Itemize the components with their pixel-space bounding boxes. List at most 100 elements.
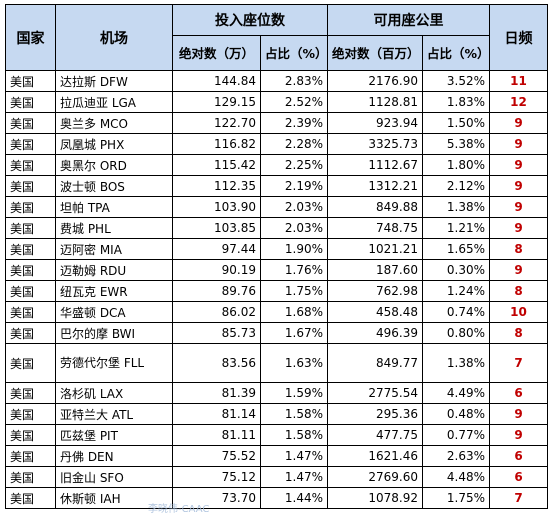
cell-seats: 112.35: [172, 175, 261, 197]
watermark: 李晓伟-CAAC: [148, 504, 210, 515]
airport-table: 国家 机场 投入座位数 可用座公里 日频 绝对数（万） 占比（%） 绝对数（百万…: [5, 4, 548, 509]
cell-km: 849.88: [327, 196, 423, 218]
cell-km: 1112.67: [327, 154, 423, 176]
cell-country: 美国: [5, 217, 56, 239]
cell-seats-share: 2.83%: [260, 70, 328, 92]
cell-airport: 巴尔的摩 BWI: [55, 322, 173, 344]
cell-frequency: 9: [489, 424, 548, 446]
header-row-top: 国家 机场 投入座位数 可用座公里 日频: [5, 4, 548, 71]
table-row: 美国 休斯顿 IAH 73.70 1.44% 1078.92 1.75% 7: [5, 487, 548, 509]
header-km-group: 可用座公里: [327, 4, 490, 36]
cell-seats: 85.73: [172, 322, 261, 344]
cell-airport: 凤凰城 PHX: [55, 133, 173, 155]
cell-km: 1621.46: [327, 445, 423, 467]
cell-frequency: 6: [489, 466, 548, 488]
cell-airport: 费城 PHL: [55, 217, 173, 239]
cell-frequency: 9: [489, 217, 548, 239]
cell-seats: 73.70: [172, 487, 261, 509]
header-airport: 机场: [55, 4, 173, 71]
cell-seats: 81.11: [172, 424, 261, 446]
cell-km-share: 2.63%: [422, 445, 490, 467]
cell-country: 美国: [5, 343, 56, 383]
cell-frequency: 9: [489, 175, 548, 197]
cell-frequency: 9: [489, 133, 548, 155]
cell-seats-share: 1.90%: [260, 238, 328, 260]
cell-frequency: 9: [489, 154, 548, 176]
table-row: 美国 丹佛 DEN 75.52 1.47% 1621.46 2.63% 6: [5, 445, 548, 467]
cell-seats: 83.56: [172, 343, 261, 383]
table-row: 美国 奥黑尔 ORD 115.42 2.25% 1112.67 1.80% 9: [5, 154, 548, 176]
cell-km-share: 1.65%: [422, 238, 490, 260]
cell-frequency: 8: [489, 322, 548, 344]
cell-seats-share: 2.03%: [260, 217, 328, 239]
cell-frequency: 8: [489, 280, 548, 302]
cell-country: 美国: [5, 238, 56, 260]
cell-km-share: 1.38%: [422, 196, 490, 218]
cell-airport: 拉瓜迪亚 LGA: [55, 91, 173, 113]
cell-seats: 89.76: [172, 280, 261, 302]
cell-km-share: 4.49%: [422, 382, 490, 404]
cell-airport: 旧金山 SFO: [55, 466, 173, 488]
cell-seats: 122.70: [172, 112, 261, 134]
table-row: 美国 波士顿 BOS 112.35 2.19% 1312.21 2.12% 9: [5, 175, 548, 197]
cell-seats-share: 2.39%: [260, 112, 328, 134]
cell-km: 2769.60: [327, 466, 423, 488]
cell-km: 923.94: [327, 112, 423, 134]
cell-frequency: 9: [489, 112, 548, 134]
cell-seats: 115.42: [172, 154, 261, 176]
cell-airport: 奥兰多 MCO: [55, 112, 173, 134]
table-row: 美国 洛杉矶 LAX 81.39 1.59% 2775.54 4.49% 6: [5, 382, 548, 404]
cell-country: 美国: [5, 301, 56, 323]
cell-seats-share: 1.44%: [260, 487, 328, 509]
cell-airport: 华盛顿 DCA: [55, 301, 173, 323]
cell-country: 美国: [5, 112, 56, 134]
cell-airport: 匹兹堡 PIT: [55, 424, 173, 446]
table-row: 美国 劳德代尔堡 FLL 83.56 1.63% 849.77 1.38% 7: [5, 343, 548, 383]
cell-airport: 波士顿 BOS: [55, 175, 173, 197]
cell-km: 295.36: [327, 403, 423, 425]
table-row: 美国 达拉斯 DFW 144.84 2.83% 2176.90 3.52% 11: [5, 70, 548, 92]
cell-country: 美国: [5, 91, 56, 113]
cell-seats-share: 2.19%: [260, 175, 328, 197]
header-km-absolute: 绝对数（百万）: [327, 35, 423, 71]
cell-frequency: 9: [489, 403, 548, 425]
cell-seats: 75.52: [172, 445, 261, 467]
cell-airport: 亚特兰大 ATL: [55, 403, 173, 425]
cell-seats-share: 1.58%: [260, 403, 328, 425]
cell-km: 477.75: [327, 424, 423, 446]
cell-country: 美国: [5, 466, 56, 488]
cell-frequency: 12: [489, 91, 548, 113]
table-row: 美国 巴尔的摩 BWI 85.73 1.67% 496.39 0.80% 8: [5, 322, 548, 344]
header-km-share: 占比（%）: [422, 35, 490, 71]
cell-km-share: 1.50%: [422, 112, 490, 134]
header-seats-absolute: 绝对数（万）: [172, 35, 261, 71]
cell-km-share: 0.77%: [422, 424, 490, 446]
cell-airport: 洛杉矶 LAX: [55, 382, 173, 404]
cell-country: 美国: [5, 403, 56, 425]
cell-seats-share: 1.68%: [260, 301, 328, 323]
cell-frequency: 8: [489, 238, 548, 260]
cell-seats-share: 1.47%: [260, 466, 328, 488]
cell-country: 美国: [5, 175, 56, 197]
cell-airport: 迈勒姆 RDU: [55, 259, 173, 281]
cell-km: 2775.54: [327, 382, 423, 404]
cell-airport: 坦帕 TPA: [55, 196, 173, 218]
table-row: 美国 纽瓦克 EWR 89.76 1.75% 762.98 1.24% 8: [5, 280, 548, 302]
cell-airport: 奥黑尔 ORD: [55, 154, 173, 176]
table-row: 美国 旧金山 SFO 75.12 1.47% 2769.60 4.48% 6: [5, 466, 548, 488]
cell-seats: 86.02: [172, 301, 261, 323]
cell-seats: 103.85: [172, 217, 261, 239]
cell-frequency: 9: [489, 196, 548, 218]
cell-seats: 116.82: [172, 133, 261, 155]
cell-seats-share: 1.75%: [260, 280, 328, 302]
cell-seats: 90.19: [172, 259, 261, 281]
cell-km-share: 4.48%: [422, 466, 490, 488]
cell-km-share: 3.52%: [422, 70, 490, 92]
cell-km-share: 0.30%: [422, 259, 490, 281]
cell-seats: 97.44: [172, 238, 261, 260]
table-row: 美国 匹兹堡 PIT 81.11 1.58% 477.75 0.77% 9: [5, 424, 548, 446]
cell-km: 748.75: [327, 217, 423, 239]
cell-km: 762.98: [327, 280, 423, 302]
cell-km: 187.60: [327, 259, 423, 281]
cell-country: 美国: [5, 445, 56, 467]
